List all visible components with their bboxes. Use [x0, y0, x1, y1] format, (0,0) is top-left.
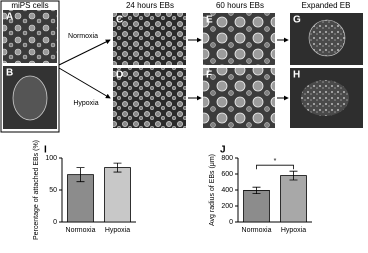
y-tick-label: 0 — [53, 219, 57, 226]
panel-letter: G — [293, 15, 301, 26]
y-tick-label: 800 — [221, 155, 233, 162]
arrow — [58, 39, 111, 66]
micrograph — [203, 68, 275, 128]
panel-letter: D — [116, 70, 123, 81]
column-title: miPS cells — [11, 1, 48, 10]
x-tick-label: Hypoxia — [105, 227, 130, 234]
column-title: 60 hours EBs — [216, 1, 264, 10]
colony — [12, 75, 48, 121]
arrow-label: Normoxia — [68, 33, 98, 40]
y-tick-label: 50 — [49, 187, 57, 194]
y-tick-label: 400 — [221, 187, 233, 194]
error-bar — [289, 170, 298, 181]
panel-letter: E — [206, 15, 213, 26]
y-tick-label: 600 — [221, 171, 233, 178]
bar — [280, 175, 307, 223]
error-bar — [113, 162, 122, 173]
panel-letter: F — [206, 70, 212, 81]
bar — [67, 174, 94, 223]
annotation: * — [274, 158, 277, 165]
colony — [308, 19, 346, 57]
micrograph — [203, 13, 275, 65]
x-tick-label: Hypoxia — [281, 227, 306, 234]
column-title: 24 hours EBs — [126, 1, 174, 10]
y-tick-label: 0 — [229, 219, 233, 226]
y-axis-label: Avg radius of EBs (μm) — [209, 154, 216, 226]
y-tick-label: 100 — [45, 155, 57, 162]
micrograph — [113, 68, 186, 128]
x-tick-label: Normoxia — [242, 227, 272, 234]
column-title: Expanded EB — [302, 1, 351, 10]
significance-bracket — [256, 164, 294, 170]
panel-letter: I — [44, 145, 47, 156]
frame — [0, 0, 60, 133]
panel-letter: B — [6, 68, 13, 79]
y-axis-label: Percentage of attached EBs (%) — [33, 140, 40, 240]
bar — [243, 189, 270, 223]
arrow — [58, 67, 111, 99]
x-tick-label: Normoxia — [66, 227, 96, 234]
micrograph — [3, 10, 57, 63]
y-tick-label: 200 — [221, 203, 233, 210]
panel-letter: A — [6, 12, 13, 23]
panel-letter: H — [293, 70, 300, 81]
error-bar — [252, 186, 261, 194]
arrow-label: Hypoxia — [73, 100, 98, 107]
micrograph — [113, 13, 186, 65]
panel-letter: J — [220, 145, 226, 156]
colony — [301, 80, 349, 116]
error-bar — [76, 167, 85, 183]
bar — [104, 167, 131, 223]
panel-letter: C — [116, 15, 123, 26]
